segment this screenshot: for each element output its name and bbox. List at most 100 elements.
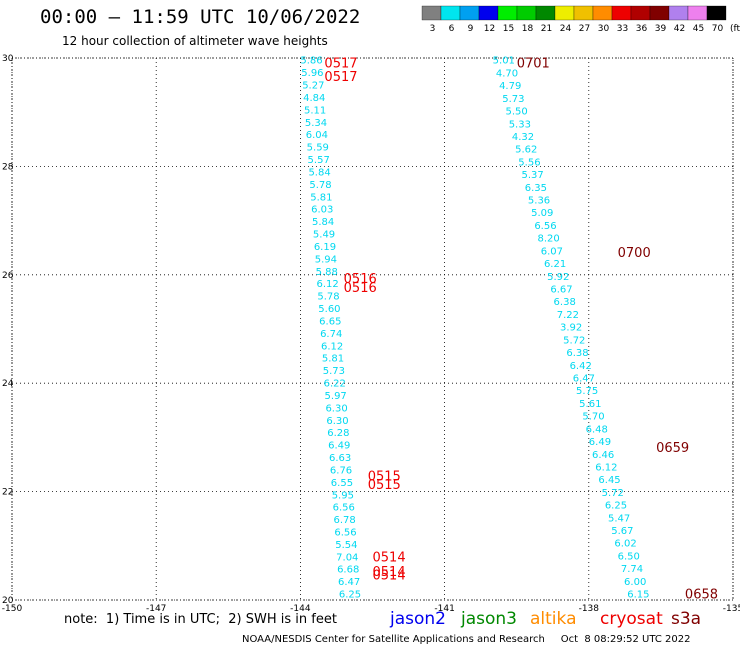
wave-height-label-track-a: 5.86	[300, 56, 322, 67]
wave-height-label-track-b: 5.75	[576, 386, 598, 397]
satellite-jason2: jason2	[390, 609, 446, 629]
legend-value-label: 45	[693, 24, 704, 34]
latitude-tick-label: 28	[2, 162, 14, 172]
wave-height-label-track-a: 5.81	[310, 192, 332, 203]
wave-height-label-track-a: 5.57	[308, 155, 330, 166]
wave-height-label-track-b: 7.22	[557, 310, 579, 321]
latitude-tick-label: 26	[2, 271, 14, 281]
wave-height-label-track-b: 6.50	[618, 551, 640, 562]
wave-height-label-track-b: 5.50	[505, 107, 527, 118]
wave-height-label-track-b: 4.70	[496, 68, 518, 79]
wave-height-label-track-b: 8.20	[538, 234, 560, 245]
wave-height-label-track-b: 6.49	[589, 437, 611, 448]
wave-height-label-track-b: 6.42	[570, 361, 592, 372]
wave-height-label-track-a: 6.12	[321, 341, 343, 352]
wave-height-label-track-b: 5.09	[531, 208, 553, 219]
longitude-tick-label: -150	[2, 604, 23, 614]
wave-height-label-track-b: 6.38	[566, 348, 588, 359]
wave-height-label-track-b: 6.35	[525, 183, 547, 194]
wave-height-label-track-b: 5.33	[509, 119, 531, 130]
wave-height-label-track-a: 6.76	[330, 465, 352, 476]
wave-height-label-track-a: 6.74	[320, 329, 342, 340]
wave-height-label-track-b: 6.45	[598, 475, 620, 486]
pass-time-label: 0517	[324, 70, 357, 85]
legend-value-label: 6	[449, 24, 455, 34]
legend-value-label: 24	[560, 24, 572, 34]
wave-height-label-track-b: 6.00	[624, 577, 646, 588]
wave-height-label-track-a: 5.34	[305, 118, 327, 129]
pass-time-label: 0658	[685, 588, 718, 603]
wave-height-label-track-b: 6.15	[627, 590, 649, 601]
wave-height-label-track-a: 6.56	[333, 503, 355, 514]
wave-height-label-track-b: 3.92	[560, 323, 582, 334]
legend-value-label: 30	[598, 24, 610, 34]
legend-value-label: 33	[617, 24, 628, 34]
legend-swatch	[706, 5, 727, 21]
wave-height-label-track-a: 5.84	[312, 217, 334, 228]
wave-height-label-track-a: 6.68	[337, 565, 359, 576]
legend-value-label: 3	[430, 24, 436, 34]
map-subtitle: 12 hour collection of altimeter wave hei…	[62, 34, 328, 48]
wave-height-label-track-a: 5.97	[325, 391, 347, 402]
wave-height-label-track-a: 5.96	[301, 68, 323, 79]
wave-height-label-track-a: 5.94	[315, 254, 337, 265]
wave-height-label-track-b: 5.62	[515, 145, 537, 156]
satellite-altika: altika	[530, 609, 577, 629]
wave-height-label-track-a: 6.28	[327, 428, 349, 439]
longitude-tick-label: -141	[434, 604, 454, 614]
wave-height-label-track-a: 6.65	[319, 316, 341, 327]
wave-height-label-track-b: 5.56	[518, 157, 540, 168]
wave-height-label-track-a: 6.55	[331, 478, 353, 489]
wave-height-label-track-b: 5.01	[493, 56, 515, 67]
wave-height-label-track-a: 5.78	[317, 292, 339, 303]
longitude-tick-label: -144	[290, 604, 311, 614]
satellite-cryosat: cryosat	[600, 609, 663, 629]
wave-height-label-track-b: 5.73	[502, 94, 524, 105]
wave-height-label-track-b: 6.25	[605, 501, 627, 512]
legend-value-label: 12	[484, 24, 495, 34]
wave-height-label-track-b: 6.38	[554, 297, 576, 308]
wave-height-label-track-a: 6.25	[339, 590, 361, 601]
wave-height-label-track-b: 5.72	[602, 488, 624, 499]
wave-height-label-track-b: 5.70	[582, 412, 604, 423]
wave-height-label-track-b: 5.36	[528, 196, 550, 207]
legend-value-label: 70	[712, 24, 724, 34]
wave-height-label-track-b: 6.07	[541, 246, 563, 257]
wave-height-label-track-a: 6.04	[306, 130, 328, 141]
wave-height-label-track-b: 4.79	[499, 81, 521, 92]
latitude-tick-label: 20	[2, 596, 14, 606]
wave-height-label-track-a: 5.78	[309, 180, 331, 191]
wave-height-label-track-b: 5.92	[547, 272, 569, 283]
credit-line: NOAA/NESDIS Center for Satellite Applica…	[242, 634, 691, 645]
wave-height-label-track-a: 5.59	[307, 143, 329, 154]
longitude-tick-label: -135	[723, 604, 740, 614]
legend-unit-label: (ft)	[730, 24, 740, 34]
wave-height-label-track-b: 6.12	[595, 462, 617, 473]
wave-height-label-track-a: 5.73	[323, 366, 345, 377]
wave-height-label-track-a: 5.84	[308, 167, 330, 178]
wave-height-label-track-b: 6.21	[544, 259, 566, 270]
pass-time-label: 0517	[324, 56, 357, 71]
wave-height-label-track-b: 5.67	[611, 526, 633, 537]
wave-height-label-track-b: 5.61	[579, 399, 601, 410]
wave-height-label-track-a: 6.78	[333, 515, 355, 526]
legend-value-label: 9	[468, 24, 474, 34]
wave-height-label-track-b: 7.74	[621, 564, 643, 575]
wave-height-label-track-a: 5.54	[335, 540, 357, 551]
longitude-tick-label: -147	[146, 604, 166, 614]
pass-time-label: 0516	[344, 281, 377, 296]
latitude-tick-label: 30	[2, 54, 14, 64]
altimeter-map: -150 -147 -144 -141 -138 -135 30 28 26 24 22 20 5.86…	[2, 54, 740, 614]
wave-height-label-track-b: 5.47	[608, 513, 630, 524]
map-title: 00:00 – 11:59 UTC 10/06/2022	[40, 6, 361, 28]
pass-time-label: 0515	[368, 478, 401, 493]
wave-height-label-track-a: 6.03	[311, 205, 333, 216]
wave-height-label-track-a: 5.95	[332, 490, 354, 501]
latitude-tick-label: 22	[2, 488, 13, 498]
pass-time-label: 0515	[368, 469, 401, 484]
wave-height-label-track-a: 5.81	[322, 354, 344, 365]
legend-value-label: 15	[503, 24, 514, 34]
wave-height-label-track-a: 6.22	[324, 379, 346, 390]
wave-height-label-track-a: 6.30	[326, 416, 348, 427]
